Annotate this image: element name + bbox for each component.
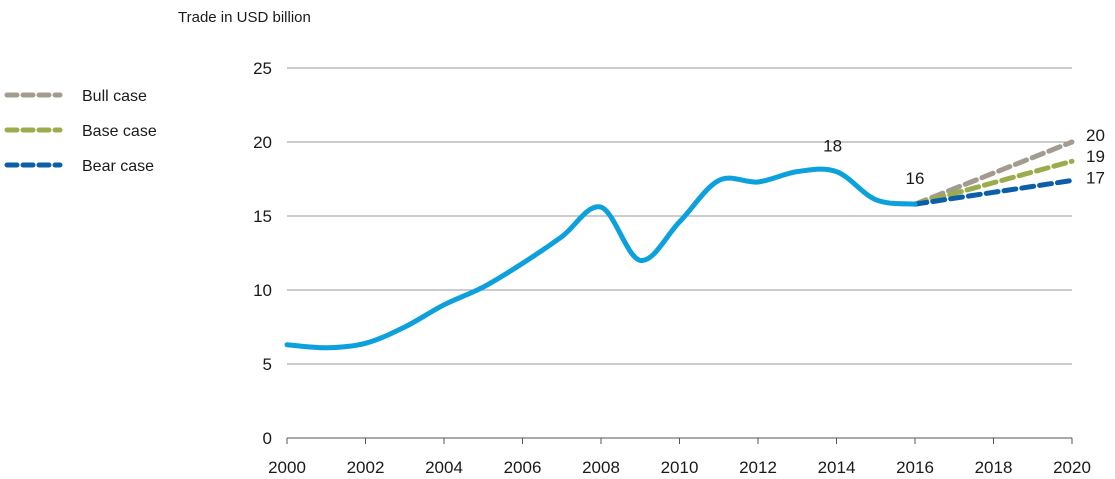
x-tick-label: 2004 — [425, 458, 463, 477]
data-label: 16 — [906, 169, 925, 188]
base-case-line — [912, 158, 1075, 207]
x-tick-label: 2012 — [739, 458, 777, 477]
x-tick-label: 2000 — [268, 458, 306, 477]
legend-label: Bear case — [82, 158, 154, 175]
series-lines — [284, 139, 1075, 351]
historical-line — [284, 166, 918, 351]
data-label: 17 — [1086, 168, 1105, 187]
y-tick-label: 5 — [263, 355, 272, 374]
x-tick-label: 2016 — [896, 458, 934, 477]
x-tick-label: 2008 — [582, 458, 620, 477]
y-tick-label: 0 — [263, 429, 272, 448]
bear-case-line — [912, 177, 1075, 207]
gridlines — [287, 67, 1072, 365]
x-axis — [286, 437, 1073, 444]
data-label: 18 — [823, 137, 842, 156]
y-tick-label: 10 — [253, 281, 272, 300]
x-tick-label: 2002 — [347, 458, 385, 477]
x-tick-label: 2014 — [818, 458, 856, 477]
y-tick-labels: 0 5 10 15 20 25 — [253, 59, 272, 448]
bull-case-line — [912, 139, 1075, 207]
data-label: 19 — [1086, 147, 1105, 166]
legend: Bull case Base case Bear case — [4, 88, 157, 175]
x-tick-label: 2006 — [504, 458, 542, 477]
data-labels: 18 16 20 19 17 — [823, 126, 1105, 188]
data-label: 20 — [1086, 126, 1105, 145]
x-tick-label: 2018 — [975, 458, 1013, 477]
x-tick-label: 2010 — [661, 458, 699, 477]
y-tick-label: 15 — [253, 207, 272, 226]
x-tick-labels: 2000 2002 2004 2006 2008 2010 2012 2014 2016 2018… — [268, 458, 1091, 477]
legend-label: Base case — [82, 123, 157, 140]
y-tick-label: 25 — [253, 59, 272, 78]
y-axis-label: Trade in USD billion — [178, 9, 311, 26]
x-tick-label: 2020 — [1053, 458, 1091, 477]
y-tick-label: 20 — [253, 133, 272, 152]
legend-label: Bull case — [82, 88, 147, 105]
